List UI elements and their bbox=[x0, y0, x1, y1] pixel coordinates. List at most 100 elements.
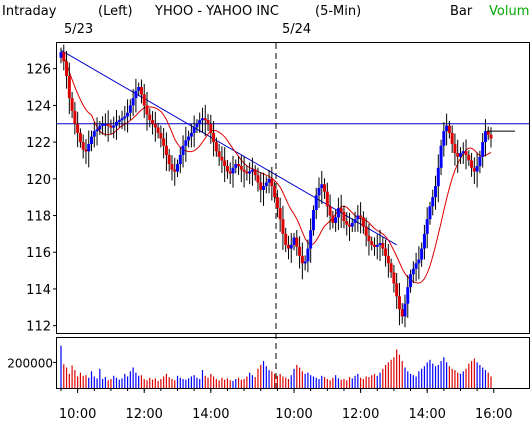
price-bar bbox=[489, 127, 493, 148]
price-bar bbox=[386, 243, 390, 278]
x-tick-label: 14:00 bbox=[192, 407, 229, 422]
price-bar bbox=[112, 116, 116, 139]
price-bar bbox=[134, 78, 138, 113]
price-bar bbox=[470, 152, 474, 177]
price-bar bbox=[120, 110, 124, 130]
price-bar bbox=[356, 205, 360, 232]
price-bar bbox=[306, 239, 310, 273]
price-bar bbox=[259, 172, 263, 203]
price-bar bbox=[212, 121, 216, 157]
price-bar bbox=[173, 157, 177, 186]
price-bar bbox=[95, 117, 99, 146]
price-bar bbox=[195, 119, 199, 133]
price-bar bbox=[442, 122, 446, 157]
price-bar bbox=[284, 227, 288, 253]
volume-y-tick-label: 200000 bbox=[7, 356, 53, 370]
price-bar bbox=[209, 114, 213, 144]
price-bar bbox=[431, 189, 435, 216]
price-bar bbox=[411, 261, 415, 284]
price-bar bbox=[425, 207, 429, 249]
price-bar bbox=[395, 272, 399, 309]
price-bar bbox=[359, 202, 363, 234]
price-bar bbox=[267, 169, 271, 194]
price-bar bbox=[159, 125, 163, 148]
price-bar bbox=[453, 133, 457, 166]
price-bar bbox=[137, 82, 141, 97]
price-bar bbox=[84, 138, 88, 164]
price-bar bbox=[456, 139, 460, 173]
price-bar bbox=[200, 107, 204, 133]
price-bar bbox=[300, 242, 304, 280]
price-bar bbox=[256, 167, 260, 192]
price-bar bbox=[117, 115, 121, 128]
price-bar bbox=[189, 123, 193, 148]
price-bar bbox=[348, 212, 352, 241]
price-bar bbox=[323, 178, 327, 199]
price-bar bbox=[303, 255, 307, 271]
mode-label: Intraday bbox=[2, 4, 57, 19]
interval-label: (5-Min) bbox=[315, 4, 361, 19]
price-bar bbox=[345, 212, 349, 236]
price-bar bbox=[486, 126, 490, 141]
price-bar bbox=[381, 237, 385, 256]
price-bar bbox=[148, 108, 152, 128]
price-bar bbox=[73, 101, 77, 135]
price-bar bbox=[278, 197, 282, 232]
price-bar bbox=[184, 126, 188, 162]
volume-toggle-label[interactable]: Volum bbox=[489, 4, 529, 19]
price-bar bbox=[225, 159, 229, 179]
price-bar bbox=[70, 92, 74, 119]
price-bar bbox=[436, 154, 440, 203]
x-tick-label: 12:00 bbox=[342, 407, 379, 422]
price-bar bbox=[162, 127, 166, 159]
price-bar bbox=[114, 109, 118, 140]
price-bar bbox=[78, 128, 82, 148]
price-bar bbox=[400, 303, 404, 324]
price-bar bbox=[375, 234, 379, 260]
price-bar bbox=[336, 197, 340, 230]
axes: 112 114 116 118 120 122 124 126 200000 10:00 12:00… bbox=[7, 63, 512, 422]
price-bar bbox=[270, 166, 274, 201]
price-bar bbox=[123, 105, 127, 131]
price-bar bbox=[314, 187, 318, 220]
price-bar bbox=[275, 189, 279, 218]
price-bar bbox=[139, 79, 143, 104]
price-bar bbox=[81, 134, 85, 159]
price-bar bbox=[439, 139, 443, 176]
price-bar bbox=[90, 130, 94, 152]
y-tick-label: 118 bbox=[26, 210, 51, 225]
price-bar bbox=[370, 236, 374, 251]
price-bar bbox=[458, 147, 462, 165]
price-bar bbox=[264, 176, 268, 194]
price-bar bbox=[178, 147, 182, 174]
price-bar bbox=[87, 130, 91, 168]
price-bar bbox=[295, 230, 299, 256]
price-bar bbox=[245, 165, 249, 181]
price-bar bbox=[475, 152, 479, 188]
price-bar bbox=[417, 246, 421, 280]
price-bar bbox=[164, 132, 168, 172]
price-bar bbox=[214, 137, 218, 157]
price-bar bbox=[176, 159, 180, 177]
price-bar bbox=[434, 175, 438, 210]
x-tick-label: 12:00 bbox=[125, 407, 162, 422]
price-bar bbox=[228, 162, 232, 185]
y-tick-label: 114 bbox=[26, 283, 51, 298]
price-bar bbox=[151, 111, 155, 135]
chart-kind-label: Bar bbox=[450, 4, 473, 19]
price-bar bbox=[339, 194, 343, 228]
price-bar bbox=[325, 182, 329, 218]
price-bar bbox=[364, 217, 368, 247]
price-bar bbox=[206, 114, 210, 132]
price-bar bbox=[320, 170, 324, 205]
price-bar bbox=[92, 122, 96, 148]
price-bar bbox=[234, 159, 238, 174]
price-bar bbox=[392, 264, 396, 293]
price-bar bbox=[286, 235, 290, 260]
price-bar bbox=[378, 229, 382, 261]
price-bar bbox=[103, 113, 107, 137]
price-bar bbox=[250, 157, 254, 186]
price-bar bbox=[403, 294, 407, 328]
